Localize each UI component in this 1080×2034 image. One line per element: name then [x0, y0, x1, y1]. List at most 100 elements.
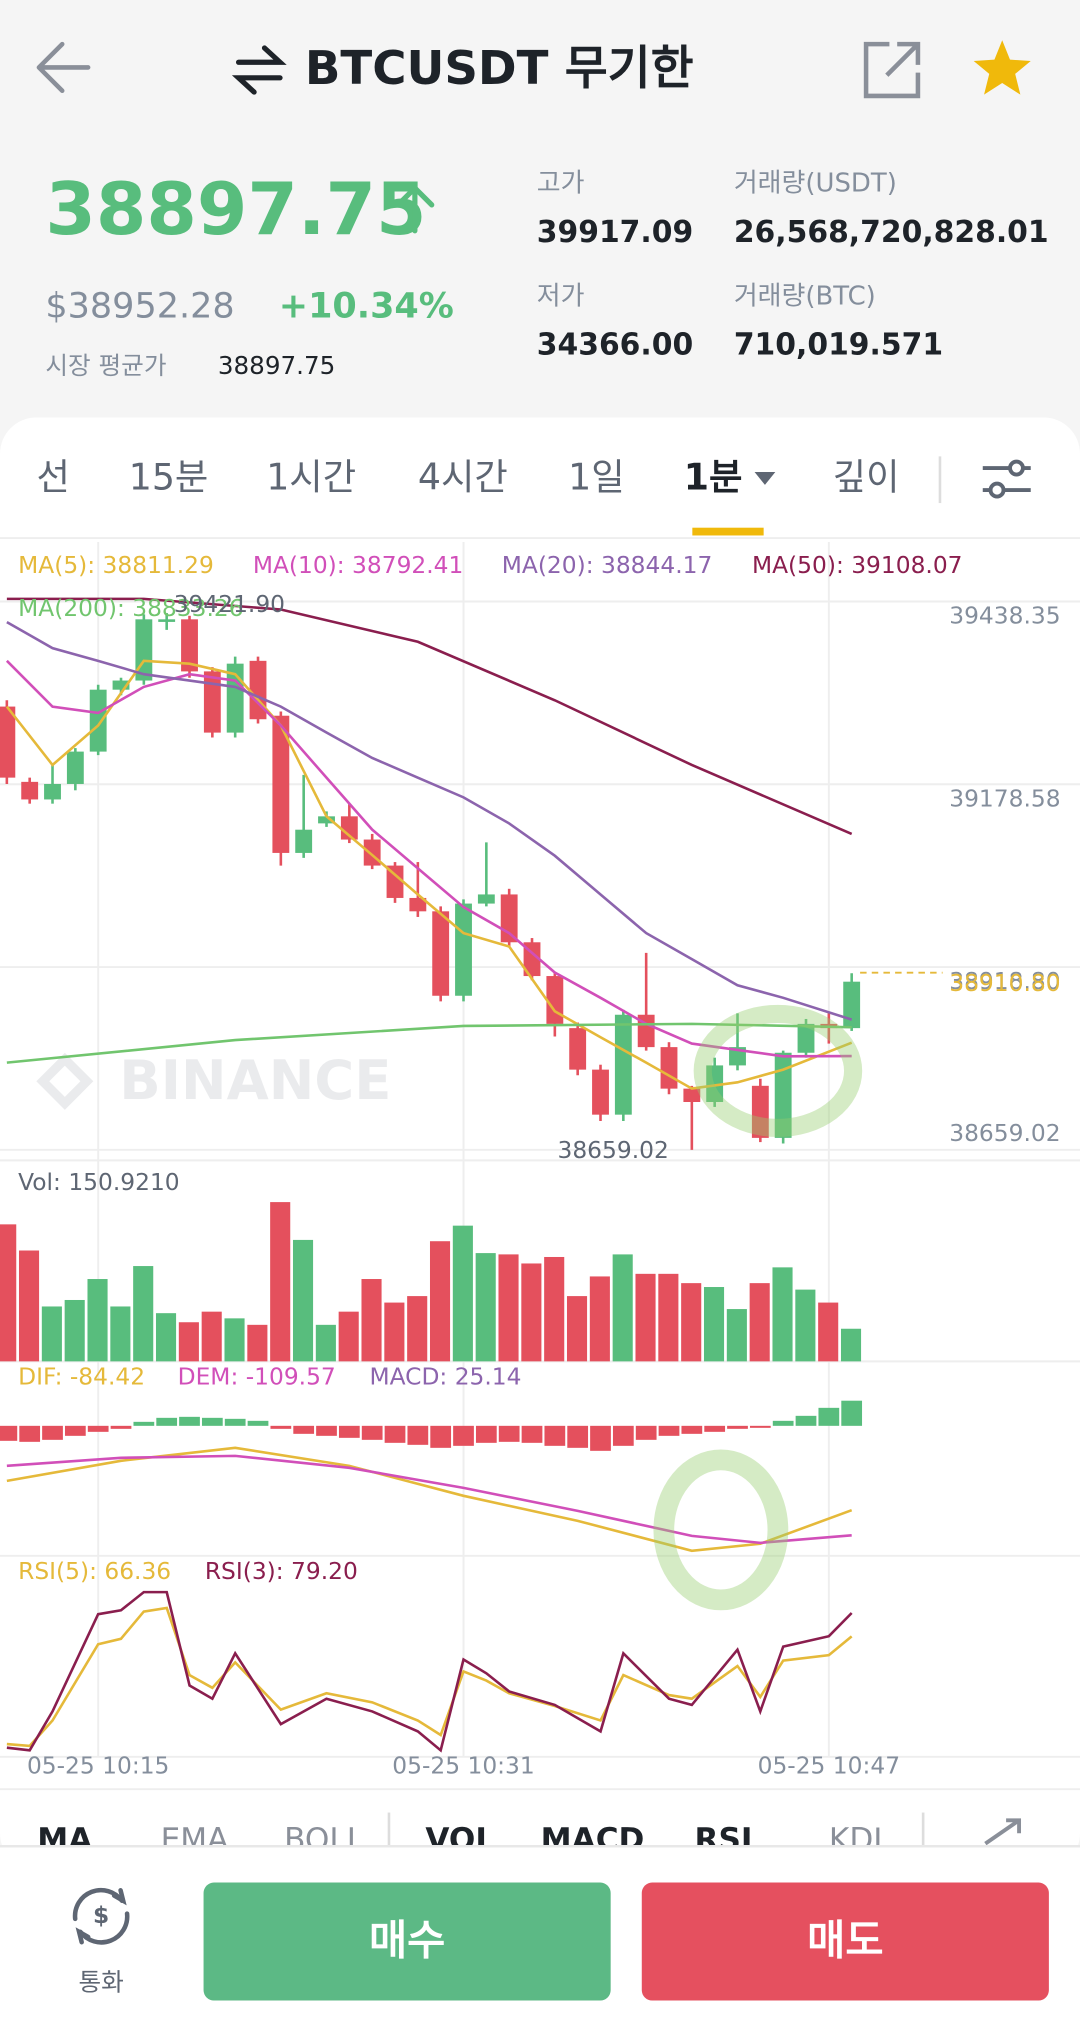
buy-button[interactable] [203, 1882, 611, 2001]
pane-title: Vol: 150.9210 [18, 1168, 180, 1196]
candle-body [409, 897, 427, 912]
macd-bar [658, 1425, 680, 1436]
macd-bar [612, 1425, 634, 1446]
candle-body [386, 865, 404, 898]
interval-tab[interactable]: 선 [36, 456, 69, 499]
y-tick-label: 38659.02 [949, 1119, 1060, 1147]
legend-entry: RSI(3): 79.20 [205, 1557, 358, 1585]
macd-bar [749, 1425, 771, 1428]
macd-bar [338, 1425, 360, 1438]
buy-label: 매수 [369, 1915, 445, 1964]
currency-label: 통화 [78, 1968, 123, 1997]
macd-bar [795, 1415, 817, 1426]
candle-body [706, 1065, 724, 1102]
volume-bar [452, 1225, 473, 1362]
volume-bar [384, 1302, 405, 1362]
macd-bar [407, 1425, 429, 1445]
volume-bar [544, 1256, 565, 1362]
title: BTCUSDT 무기한 [305, 42, 694, 96]
favorite-star[interactable] [973, 40, 1031, 95]
interval-tab[interactable]: 1시간 [266, 456, 356, 499]
series-line [5, 659, 853, 1090]
legend-entry: MA(10): 38792.41 [253, 551, 464, 579]
macd-bar [361, 1425, 383, 1440]
interval-tab[interactable]: 15분 [129, 456, 209, 499]
back-button[interactable] [36, 41, 91, 94]
volume-bar [247, 1324, 268, 1362]
candle-body [500, 894, 518, 943]
candle-body [569, 1028, 587, 1070]
settings-button[interactable] [982, 459, 1031, 499]
watermark-text: BINANCE [119, 1048, 391, 1112]
legend-entry: MACD: 25.14 [370, 1363, 522, 1391]
stat-label: 고가 [537, 169, 585, 199]
interval-tab[interactable]: 1분 [684, 456, 743, 499]
sell-label: 매도 [807, 1915, 883, 1964]
candle-body [660, 1047, 678, 1089]
macd-bar [201, 1417, 223, 1426]
candle-body [318, 816, 335, 824]
macd-bar [384, 1425, 406, 1443]
volume-bar [749, 1283, 770, 1362]
interval-tab[interactable]: 1일 [568, 456, 625, 499]
candle-body [203, 671, 221, 733]
macd-bar [316, 1425, 337, 1436]
volume-bar [155, 1313, 177, 1362]
candle-body [455, 903, 472, 996]
volume-bar [772, 1267, 793, 1362]
macd-bar [635, 1425, 657, 1440]
macd-bar [430, 1425, 452, 1448]
macd-bar [818, 1407, 840, 1426]
series-line [6, 597, 853, 836]
macd-bar [475, 1425, 497, 1443]
macd-bar [270, 1425, 292, 1429]
legend-entry: MA(200): 38833.26 [18, 594, 243, 622]
volume-bar [635, 1273, 656, 1362]
plot: 39438.35 39178.58 38918.80 38659.02 05-25 10… [0, 541, 1080, 1780]
volume-bar [658, 1273, 679, 1362]
volume-bar [178, 1322, 199, 1362]
active-underline [692, 527, 764, 536]
volume-bar [589, 1276, 610, 1362]
volume-bar [18, 1250, 40, 1362]
stat-value: 39917.09 [537, 215, 693, 250]
interval-tab[interactable]: 4시간 [418, 456, 508, 499]
fullscreen-button[interactable] [984, 1818, 1022, 1846]
up-arrow [395, 184, 435, 234]
chart-card [0, 417, 1080, 1870]
volume-bar [612, 1254, 633, 1362]
x-tick-label: 05-25 10:47 [758, 1752, 900, 1780]
mark-price-label: 시장 평균가 [45, 351, 166, 380]
series-line [6, 1590, 853, 1753]
stat-value: 710,019.571 [734, 328, 943, 363]
scribble [693, 1004, 863, 1138]
stat-label: 저가 [537, 281, 585, 311]
scribble [653, 1449, 789, 1611]
last-price: 38897.75 [45, 168, 426, 252]
usd-price: $38952.28 [45, 286, 234, 326]
share-button[interactable] [863, 41, 921, 99]
macd-bar [841, 1400, 863, 1426]
currency-icon[interactable]: $ [72, 1887, 130, 1945]
x-tick-label: 05-25 10:31 [392, 1752, 534, 1780]
macd-bar [19, 1425, 41, 1442]
volume-bar [110, 1306, 131, 1362]
volume-bar [270, 1202, 291, 1362]
volume-bar [41, 1306, 62, 1362]
series-line [6, 1606, 853, 1748]
candle-body [774, 1052, 792, 1138]
last-price-label: 38910.80 [949, 969, 1060, 997]
candle-body [843, 981, 861, 1029]
volume-bar [133, 1266, 154, 1362]
high-marker: 39421.90 [174, 590, 285, 618]
candle-body [432, 911, 450, 996]
interval-tab[interactable]: 깊이 [833, 456, 900, 499]
macd-bar [590, 1425, 611, 1451]
y-tick-label: 39438.35 [949, 602, 1060, 630]
sell-button[interactable] [641, 1882, 1049, 2001]
legend-entry: MA(5): 38811.29 [18, 551, 214, 579]
candle-body [614, 1014, 632, 1115]
candle-body [181, 619, 198, 672]
stat-value: 26,568,720,828.01 [734, 215, 1049, 250]
